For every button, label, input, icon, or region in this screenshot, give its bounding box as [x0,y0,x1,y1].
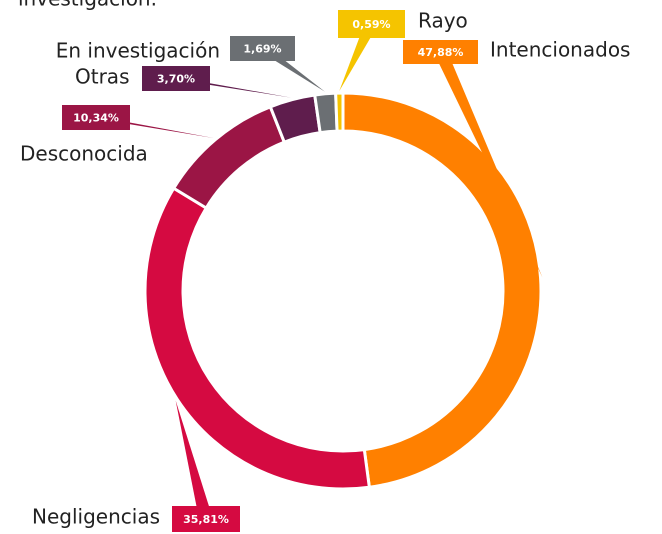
value-label: 35,81% [183,513,229,526]
pointer [339,24,379,92]
chart-title: investigación. [18,0,157,11]
legend-label: Rayo [418,9,468,33]
slice [334,91,345,133]
label-box [142,66,210,91]
legend-label: En investigación [56,39,220,63]
legend-label: Intencionados [490,38,630,62]
legend-label: Otras [75,65,129,89]
value-label: 0,59% [352,18,390,31]
slice [171,104,287,211]
label-box [62,105,130,130]
value-label: 47,88% [418,46,464,59]
label-box [172,506,240,532]
label-box [403,40,478,64]
pointer [255,48,325,92]
slice [143,186,372,491]
pointer [433,52,543,278]
value-label: 3,70% [157,73,195,86]
value-label: 1,69% [243,43,281,56]
value-label: 10,34% [73,112,119,125]
pointer [89,117,215,139]
label-box [338,10,405,38]
pointer [175,400,213,519]
slice [341,91,543,489]
legend-label: Desconocida [20,142,148,166]
legend-label: Negligencias [32,505,160,529]
label-box [230,36,295,61]
slice [313,91,339,135]
